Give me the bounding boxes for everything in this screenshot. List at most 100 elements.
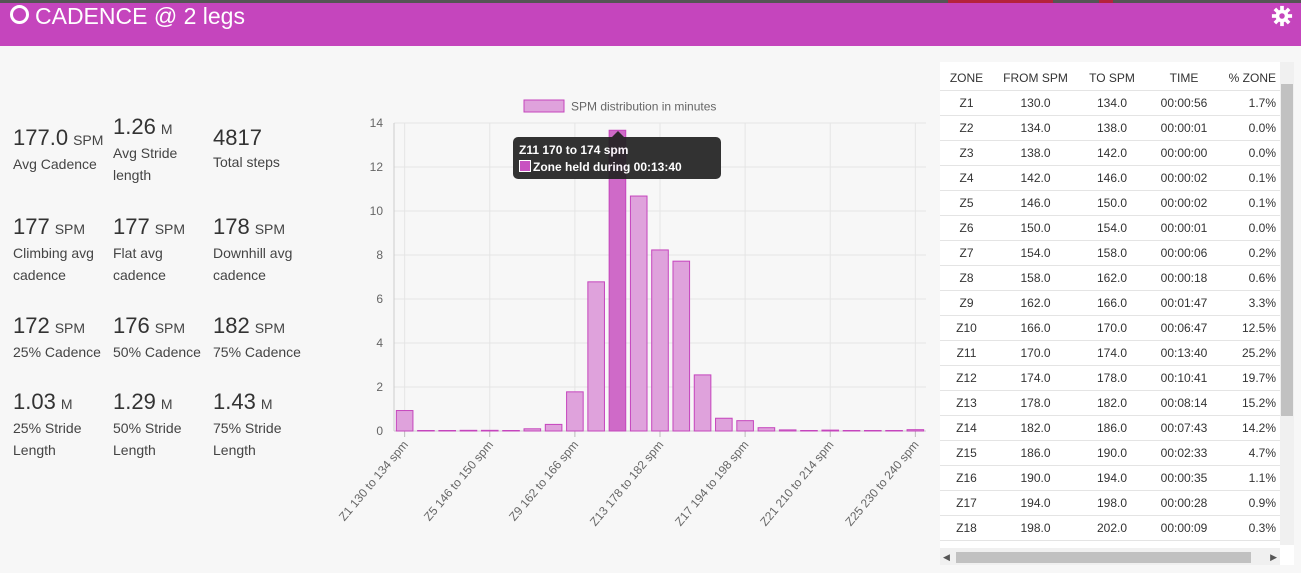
stat-25-stride-length: 1.03 M 25% Stride Length bbox=[13, 389, 113, 461]
cell-to-spm: 162.0 bbox=[1078, 265, 1146, 291]
cell-zone: Z4 bbox=[940, 165, 993, 191]
stat-value: 1.43 bbox=[213, 389, 256, 414]
cell-zone: Z1 bbox=[940, 90, 993, 116]
cell-time: 00:13:40 bbox=[1146, 340, 1222, 366]
vertical-scrollbar[interactable] bbox=[1280, 62, 1294, 545]
stat-value: 176 bbox=[113, 313, 150, 338]
cell-from-spm: 158.0 bbox=[993, 265, 1078, 291]
stat-value: 1.29 bbox=[113, 389, 156, 414]
y-tick-label: 0 bbox=[376, 424, 383, 438]
cell-to-spm: 154.0 bbox=[1078, 215, 1146, 241]
cell-zone: Z16 bbox=[940, 465, 993, 491]
stat-value: 1.26 bbox=[113, 114, 156, 139]
bar-z8 bbox=[544, 423, 563, 432]
cell-to-spm: 178.0 bbox=[1078, 365, 1146, 391]
stat-label: 50% Cadence bbox=[113, 344, 201, 360]
stat-value: 182 bbox=[213, 313, 250, 338]
tooltip-title: Z11 170 to 174 spm bbox=[519, 143, 629, 157]
stat-avg-stride-length: 1.26 M Avg Stride length bbox=[113, 114, 213, 186]
stat-unit: SPM bbox=[154, 320, 186, 336]
bar-z17 bbox=[736, 420, 754, 432]
cell-from-spm: 146.0 bbox=[993, 190, 1078, 216]
horizontal-scrollbar-thumb[interactable] bbox=[956, 552, 1251, 563]
cell-from-spm: 182.0 bbox=[993, 415, 1078, 441]
cell-zone: Z8 bbox=[940, 265, 993, 291]
legend-label: SPM distribution in minutes bbox=[571, 100, 716, 114]
x-tick-label: Z9 162 to 166 spm bbox=[506, 438, 581, 524]
cell-pct-zone: 0.2% bbox=[1222, 240, 1280, 266]
bar-z20 bbox=[800, 430, 818, 432]
cell-pct-zone: 0.1% bbox=[1222, 165, 1280, 191]
stat-75-stride-length: 1.43 M 75% Stride Length bbox=[213, 389, 313, 461]
cell-to-spm: 190.0 bbox=[1078, 440, 1146, 466]
stat-unit: SPM bbox=[54, 221, 86, 237]
cell-to-spm: 134.0 bbox=[1078, 90, 1146, 116]
zone-table-row: Z13 178.0 182.0 00:08:14 15.2% bbox=[940, 390, 1280, 416]
cell-pct-zone: 15.2% bbox=[1222, 390, 1280, 416]
col-header-zone[interactable]: ZONE bbox=[949, 70, 984, 85]
stat-unit: SPM bbox=[54, 320, 86, 336]
top-strip-accent-small bbox=[1099, 0, 1113, 3]
settings-gear-icon[interactable] bbox=[1271, 5, 1293, 27]
cell-from-spm: 142.0 bbox=[993, 165, 1078, 191]
bar-z21 bbox=[821, 429, 840, 432]
cell-time: 00:00:06 bbox=[1146, 240, 1222, 266]
cell-from-spm: 134.0 bbox=[993, 115, 1078, 141]
bar-z24 bbox=[885, 430, 903, 432]
cell-time: 00:06:47 bbox=[1146, 315, 1222, 341]
cell-pct-zone: 25.2% bbox=[1222, 340, 1280, 366]
col-header-from-spm[interactable]: FROM SPM bbox=[1003, 70, 1068, 85]
zone-table-row: Z18 198.0 202.0 00:00:09 0.3% bbox=[940, 515, 1280, 541]
col-header-pct-zone[interactable]: % ZONE bbox=[1228, 70, 1276, 85]
stat-value: 177 bbox=[13, 214, 50, 239]
zone-table-container[interactable]: ZONE FROM SPM TO SPM TIME % ZONE Z1 130.0… bbox=[940, 62, 1294, 565]
cell-pct-zone: 4.7% bbox=[1222, 440, 1280, 466]
spm-distribution-chart[interactable]: SPM distribution in minutes 0 2 4 6 8 10 12 14 Z1… bbox=[330, 90, 940, 530]
bar-z10 bbox=[587, 281, 605, 432]
bar-z23 bbox=[864, 430, 882, 432]
stat-label: 50% Stride Length bbox=[113, 420, 182, 458]
panel-header: CADENCE @ 2 legs bbox=[0, 3, 1301, 46]
cell-pct-zone: 0.0% bbox=[1222, 115, 1280, 141]
stat-unit: M bbox=[160, 396, 173, 412]
x-tick-label: Z1 130 to 134 spm bbox=[336, 438, 411, 524]
stat-unit: M bbox=[60, 396, 73, 412]
scroll-left-arrow-icon[interactable]: ◀ bbox=[943, 552, 950, 562]
cell-to-spm: 202.0 bbox=[1078, 515, 1146, 541]
cell-zone: Z14 bbox=[940, 415, 993, 441]
bar-z14 bbox=[672, 260, 691, 432]
col-header-to-spm[interactable]: TO SPM bbox=[1089, 70, 1135, 85]
cell-time: 00:00:02 bbox=[1146, 190, 1222, 216]
bar-z18 bbox=[757, 427, 776, 432]
cell-time: 00:00:28 bbox=[1146, 490, 1222, 516]
cell-zone: Z9 bbox=[940, 290, 993, 316]
zone-table-row: Z8 158.0 162.0 00:00:18 0.6% bbox=[940, 265, 1280, 291]
zone-table-row: Z9 162.0 166.0 00:01:47 3.3% bbox=[940, 290, 1280, 316]
stat-label: 25% Cadence bbox=[13, 344, 101, 360]
cell-from-spm: 138.0 bbox=[993, 140, 1078, 166]
cell-zone: Z13 bbox=[940, 390, 993, 416]
bar-z25 bbox=[906, 429, 925, 432]
zone-table-row: Z15 186.0 190.0 00:02:33 4.7% bbox=[940, 440, 1280, 466]
cell-time: 00:08:14 bbox=[1146, 390, 1222, 416]
scroll-right-arrow-icon[interactable]: ▶ bbox=[1270, 552, 1277, 562]
col-header-time[interactable]: TIME bbox=[1169, 70, 1199, 85]
stat-50-stride-length: 1.29 M 50% Stride Length bbox=[113, 389, 213, 461]
y-tick-label: 4 bbox=[376, 336, 383, 350]
bar-z2 bbox=[417, 430, 435, 432]
zone-table-row: Z1 130.0 134.0 00:00:56 1.7% bbox=[940, 90, 1280, 116]
vertical-scrollbar-thumb[interactable] bbox=[1281, 84, 1293, 416]
cell-pct-zone: 3.3% bbox=[1222, 290, 1280, 316]
cell-pct-zone: 0.6% bbox=[1222, 265, 1280, 291]
tooltip-caret bbox=[612, 131, 624, 137]
cell-from-spm: 178.0 bbox=[993, 390, 1078, 416]
zone-table-row: Z17 194.0 198.0 00:00:28 0.9% bbox=[940, 490, 1280, 516]
cell-from-spm: 130.0 bbox=[993, 90, 1078, 116]
cell-from-spm: 166.0 bbox=[993, 315, 1078, 341]
stat-label: Total steps bbox=[213, 154, 280, 170]
horizontal-scrollbar[interactable]: ◀ ▶ bbox=[940, 548, 1280, 565]
chart-tooltip: Z11 170 to 174 spm Zone held during 00:1… bbox=[513, 131, 721, 179]
zone-table-row: Z5 146.0 150.0 00:00:02 0.1% bbox=[940, 190, 1280, 216]
loading-ring-icon bbox=[10, 5, 29, 25]
panel-title: CADENCE @ 2 legs bbox=[10, 4, 245, 28]
